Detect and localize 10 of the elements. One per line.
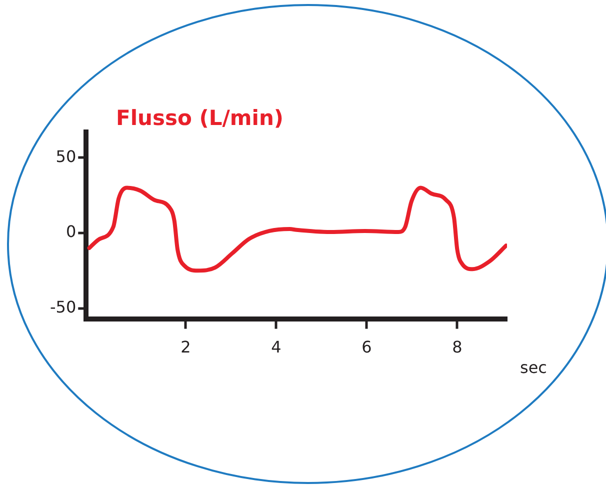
y-tick-label: 0 — [66, 222, 76, 242]
y-tick-label: 50 — [56, 146, 76, 166]
chart-title: Flusso (L/min) — [116, 106, 284, 130]
x-tick-label: 8 — [452, 338, 462, 357]
line-series — [87, 186, 507, 273]
x-tick-label: 4 — [271, 338, 282, 357]
x-tick-label: 6 — [362, 338, 372, 357]
x-axis-title: sec — [520, 358, 547, 377]
y-tick-label: -50 — [50, 297, 76, 316]
x-tick-label: 2 — [180, 338, 191, 357]
